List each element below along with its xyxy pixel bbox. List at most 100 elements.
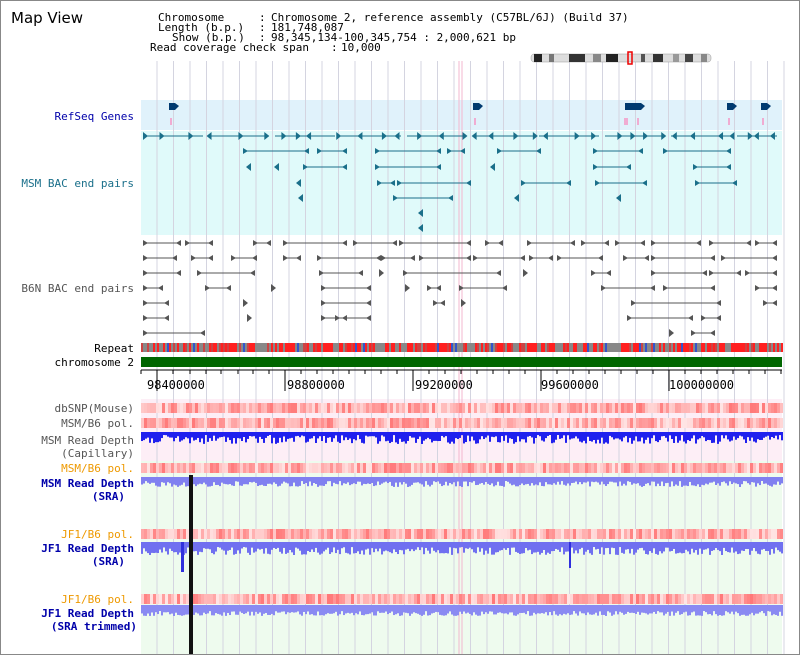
repeat-band (471, 343, 473, 352)
read-depth-bar (567, 432, 569, 436)
polymorphism-cell (552, 403, 555, 413)
polymorphism-cell (279, 463, 282, 473)
read-depth-bar (513, 432, 515, 444)
read-depth-bar (745, 605, 747, 616)
read-depth-bar (317, 477, 319, 487)
polymorphism-cell (399, 418, 402, 428)
polymorphism-cell (249, 418, 252, 428)
bac-pair-end (459, 285, 464, 291)
read-depth-bar (543, 432, 545, 442)
read-depth-bar (355, 477, 357, 485)
repeat-band (187, 343, 189, 352)
polymorphism-cell (558, 594, 561, 604)
read-depth-bar (263, 432, 265, 443)
read-depth-bar (635, 432, 637, 437)
read-depth-bar (725, 477, 727, 484)
repeat-band (737, 343, 739, 352)
read-depth-bar (199, 605, 201, 616)
polymorphism-cell (480, 418, 483, 428)
read-depth-bar (417, 432, 419, 439)
read-depth-bar (539, 542, 541, 555)
polymorphism-cell (579, 403, 582, 413)
bac-end-arrow (617, 132, 623, 140)
repeat-band (155, 343, 157, 352)
read-depth-bar (207, 432, 209, 442)
read-depth-bar (431, 542, 433, 548)
read-depth-bar (303, 477, 305, 485)
read-depth-bar (717, 477, 719, 484)
read-depth-bar (659, 605, 661, 613)
track-label-refseq[interactable]: RefSeq Genes (54, 110, 134, 123)
read-depth-bar (157, 477, 159, 487)
read-depth-bar (467, 477, 469, 487)
repeat-band (309, 343, 311, 352)
read-depth-bar (287, 432, 289, 439)
read-depth-bar (659, 477, 661, 486)
polymorphism-cell (330, 403, 333, 413)
polymorphism-cell (486, 594, 489, 604)
repeat-band (387, 343, 389, 352)
read-depth-bar (657, 432, 659, 443)
repeat-band (635, 343, 637, 352)
polymorphism-cell (417, 403, 420, 413)
bac-pair-end (755, 240, 760, 246)
repeat-band (563, 343, 565, 352)
read-depth-bar (209, 605, 211, 612)
track-label-b6n-bac[interactable]: B6N BAC end pairs (21, 282, 134, 295)
track-label-msm-bac[interactable]: MSM BAC end pairs (21, 177, 134, 190)
polymorphism-cell (261, 463, 264, 473)
polymorphism-cell (507, 403, 510, 413)
read-depth-bar (183, 605, 185, 616)
bac-end-arrow (357, 132, 363, 140)
repeat-band (611, 343, 613, 352)
polymorphism-cell (738, 594, 741, 604)
ideogram-band (593, 54, 601, 62)
bac-pair-end (623, 255, 628, 261)
polymorphism-cell (645, 463, 648, 473)
read-depth-bar (361, 477, 363, 486)
ideogram-band (569, 54, 585, 62)
read-depth-bar (501, 432, 503, 437)
axis-tick-label: 99200000 (415, 378, 473, 392)
polymorphism-cell (426, 463, 429, 473)
read-depth-bar (771, 432, 773, 438)
repeat-band (513, 343, 515, 352)
read-depth-bar (473, 432, 475, 441)
read-depth-bar (665, 605, 667, 614)
read-depth-bar (453, 605, 455, 616)
polymorphism-cell (255, 594, 258, 604)
polymorphism-cell (762, 403, 765, 413)
read-depth-bar (255, 477, 257, 483)
repeat-band (297, 343, 299, 352)
polymorphism-cell (165, 594, 168, 604)
read-depth-bar (483, 605, 485, 615)
polymorphism-cell (579, 529, 582, 539)
polymorphism-cell (372, 403, 375, 413)
polymorphism-cell (435, 463, 438, 473)
polymorphism-cell (552, 594, 555, 604)
read-depth-bar (609, 432, 611, 436)
read-depth-bar (477, 605, 479, 616)
read-depth-bar (207, 605, 209, 614)
polymorphism-cell (462, 463, 465, 473)
polymorphism-cell (729, 463, 732, 473)
read-depth-bar (763, 477, 765, 484)
polymorphism-cell (675, 403, 678, 413)
polymorphism-cell (246, 403, 249, 413)
read-depth-bar (251, 477, 253, 483)
read-depth-bar (307, 605, 309, 612)
polymorphism-cell (762, 463, 765, 473)
read-depth-bar (397, 542, 399, 555)
polymorphism-cell (729, 403, 732, 413)
repeat-band (255, 343, 257, 352)
polymorphism-cell (489, 529, 492, 539)
polymorphism-cell (372, 594, 375, 604)
read-depth-bar (551, 605, 553, 616)
polymorphism-cell (693, 463, 696, 473)
polymorphism-cell (483, 418, 486, 428)
read-depth-bar (497, 432, 499, 443)
read-depth-bar (351, 432, 353, 444)
polymorphism-cell (267, 463, 270, 473)
repeat-band (693, 343, 695, 352)
